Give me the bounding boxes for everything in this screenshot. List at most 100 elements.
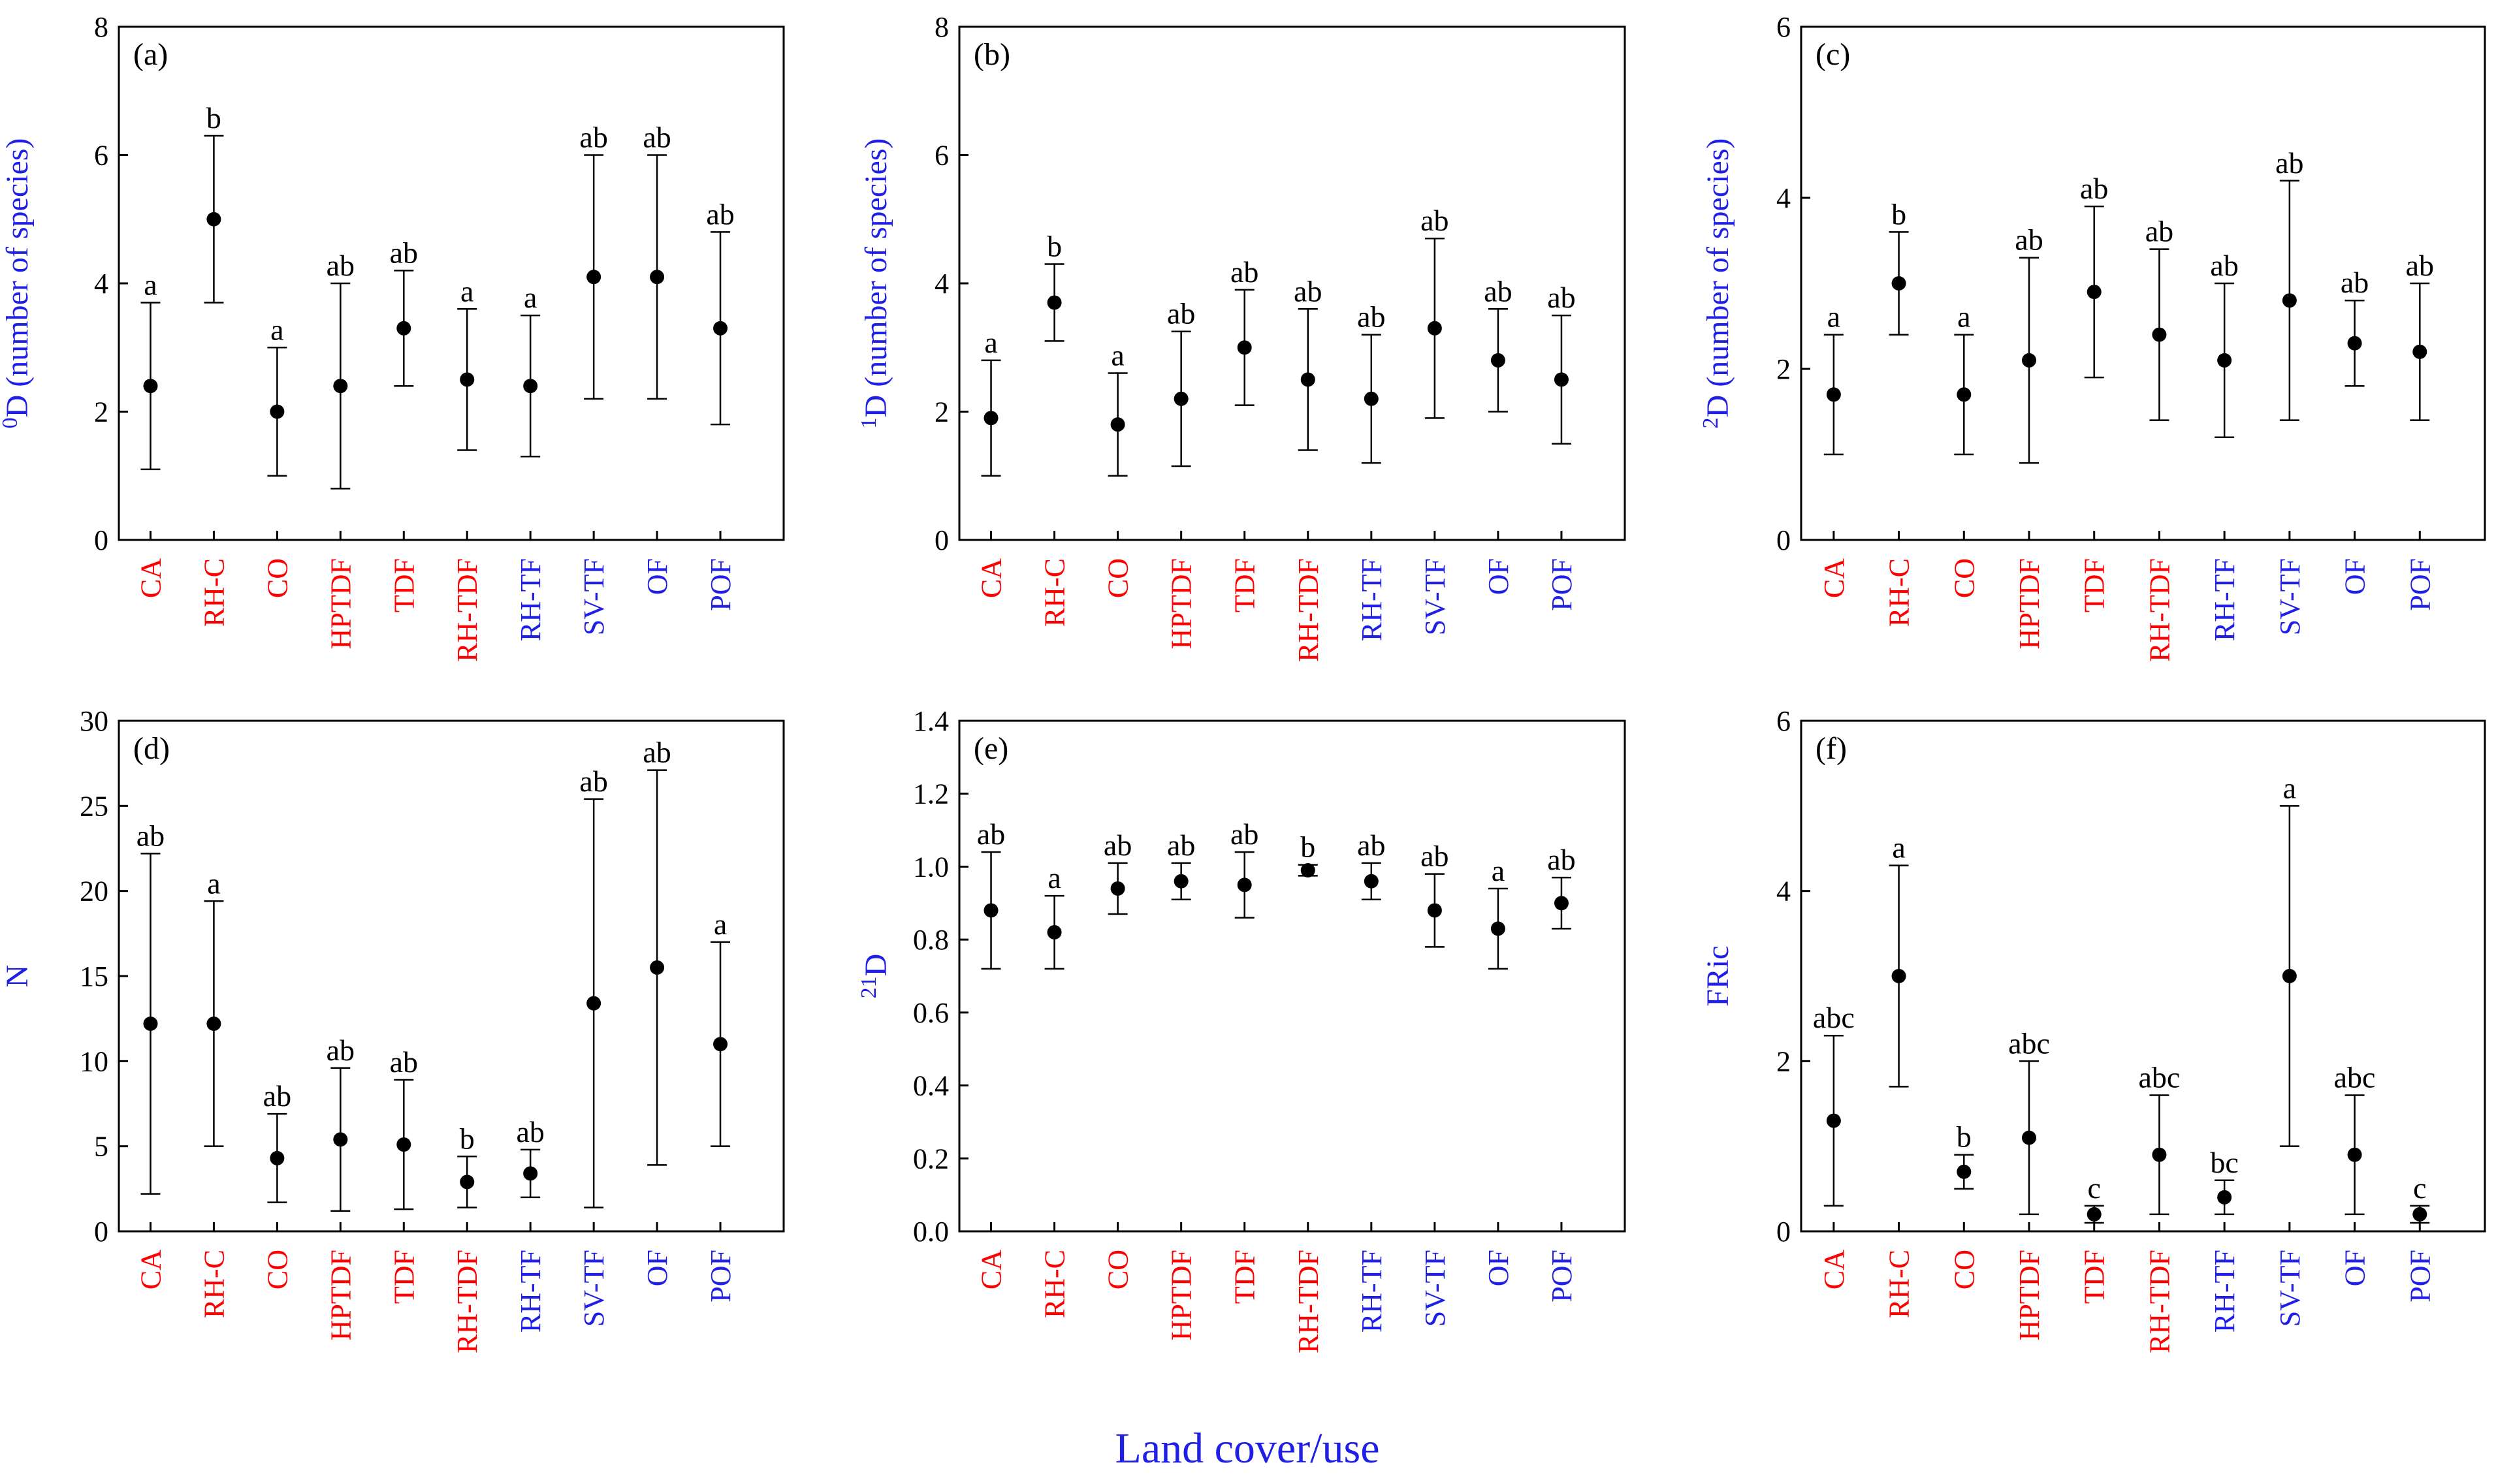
y-tick-label: 4 xyxy=(1776,876,1791,908)
y-tick-label: 0 xyxy=(94,1216,108,1248)
category-label: RH-C xyxy=(1883,1250,1915,1318)
significance-letter: c xyxy=(2088,1171,2101,1205)
mean-point xyxy=(1554,896,1569,911)
mean-point xyxy=(460,372,475,387)
significance-letter: ab xyxy=(1547,281,1575,314)
category-label: OF xyxy=(2339,558,2371,595)
y-tick-label: 0.6 xyxy=(913,997,949,1029)
mean-point xyxy=(1957,1164,1972,1179)
category-label: RH-TF xyxy=(515,1250,547,1333)
y-tick-label: 4 xyxy=(94,268,108,300)
y-tick-label: 2 xyxy=(935,396,949,428)
category-label: SV-TF xyxy=(578,558,610,635)
mean-point xyxy=(396,1137,411,1152)
significance-letter: ab xyxy=(390,1045,418,1079)
y-axis-title: 0D (number of species) xyxy=(0,138,35,429)
category-label: SV-TF xyxy=(1419,558,1451,635)
category-label: OF xyxy=(641,1250,673,1286)
category-label: HPTDF xyxy=(325,1250,357,1340)
mean-point xyxy=(2022,1130,2036,1145)
category-label: POF xyxy=(2404,558,2436,611)
mean-point xyxy=(713,1037,728,1052)
mean-point xyxy=(2022,353,2036,368)
significance-letter: ab xyxy=(643,736,671,769)
significance-letter: ab xyxy=(2210,249,2238,282)
y-tick-label: 2 xyxy=(1776,1045,1791,1077)
significance-letter: a xyxy=(1492,854,1505,887)
category-label: OF xyxy=(1482,558,1514,595)
mean-point xyxy=(206,1016,221,1031)
significance-letter: a xyxy=(984,326,997,359)
mean-point xyxy=(1427,321,1442,336)
category-label: RH-TDF xyxy=(451,558,483,662)
mean-point xyxy=(2217,353,2232,368)
y-tick-label: 4 xyxy=(1776,182,1791,214)
mean-point xyxy=(206,212,221,227)
category-label: TDF xyxy=(2079,558,2111,612)
y-tick-label: 0 xyxy=(1776,524,1791,556)
category-label: TDF xyxy=(388,1250,420,1304)
y-tick-label: 1.0 xyxy=(913,851,949,883)
category-label: TDF xyxy=(388,558,420,612)
mean-point xyxy=(270,1150,285,1165)
mean-point xyxy=(2347,336,2362,351)
significance-letter: a xyxy=(270,313,283,346)
y-tick-label: 10 xyxy=(80,1045,108,1077)
significance-letter: ab xyxy=(2341,266,2369,299)
y-axis-title-superscript: 0 xyxy=(0,417,22,428)
significance-letter: ab xyxy=(1230,817,1258,851)
category-label: CA xyxy=(976,1250,1008,1289)
panel-label: (e) xyxy=(974,731,1008,766)
significance-letter: b xyxy=(1047,230,1062,263)
mean-point xyxy=(1891,969,1906,983)
significance-letter: ab xyxy=(1420,204,1448,237)
mean-point xyxy=(1364,874,1379,889)
category-label: POF xyxy=(1546,1250,1578,1302)
category-label: TDF xyxy=(1229,558,1261,612)
category-label: RH-C xyxy=(1039,1250,1071,1318)
category-label: POF xyxy=(705,558,737,611)
mean-point xyxy=(2152,1147,2167,1162)
y-axis-title-superscript: 21 xyxy=(857,976,881,998)
y-tick-label: 4 xyxy=(935,268,949,300)
significance-letter: ab xyxy=(977,817,1005,851)
significance-letter: abc xyxy=(2008,1026,2050,1060)
significance-letter: a xyxy=(1827,300,1840,334)
significance-letter: bc xyxy=(2210,1146,2238,1179)
y-axis-title-rest: (number of species) xyxy=(859,138,893,395)
mean-point xyxy=(650,270,665,285)
significance-letter: ab xyxy=(1104,829,1132,862)
mean-point xyxy=(396,321,411,336)
y-axis-title-base: D xyxy=(0,395,35,418)
significance-letter: ab xyxy=(643,121,671,154)
mean-point xyxy=(1957,387,1972,402)
panel-label: (d) xyxy=(133,731,170,766)
mean-point xyxy=(1110,417,1125,432)
mean-point xyxy=(1490,353,1505,368)
y-tick-label: 30 xyxy=(80,705,108,737)
y-tick-label: 0.2 xyxy=(913,1143,949,1175)
y-tick-label: 25 xyxy=(80,790,108,822)
mean-point xyxy=(984,411,999,426)
significance-letter: ab xyxy=(1547,843,1575,876)
mean-point xyxy=(2412,344,2427,359)
significance-letter: b xyxy=(460,1122,475,1155)
mean-point xyxy=(2217,1190,2232,1205)
mean-point xyxy=(523,379,538,394)
category-label: HPTDF xyxy=(325,558,357,649)
significance-letter: a xyxy=(1111,339,1124,372)
significance-letter: b xyxy=(206,101,221,134)
y-tick-label: 5 xyxy=(94,1131,108,1163)
mean-point xyxy=(586,996,601,1011)
significance-letter: a xyxy=(1892,831,1905,864)
category-label: CA xyxy=(1818,558,1850,598)
significance-letter: a xyxy=(714,908,727,941)
category-label: CA xyxy=(1818,1250,1850,1289)
y-axis-title-base: D xyxy=(859,395,893,418)
category-label: POF xyxy=(2404,1250,2436,1302)
mean-point xyxy=(2152,327,2167,342)
y-tick-label: 8 xyxy=(935,11,949,43)
significance-letter: ab xyxy=(1484,274,1512,308)
